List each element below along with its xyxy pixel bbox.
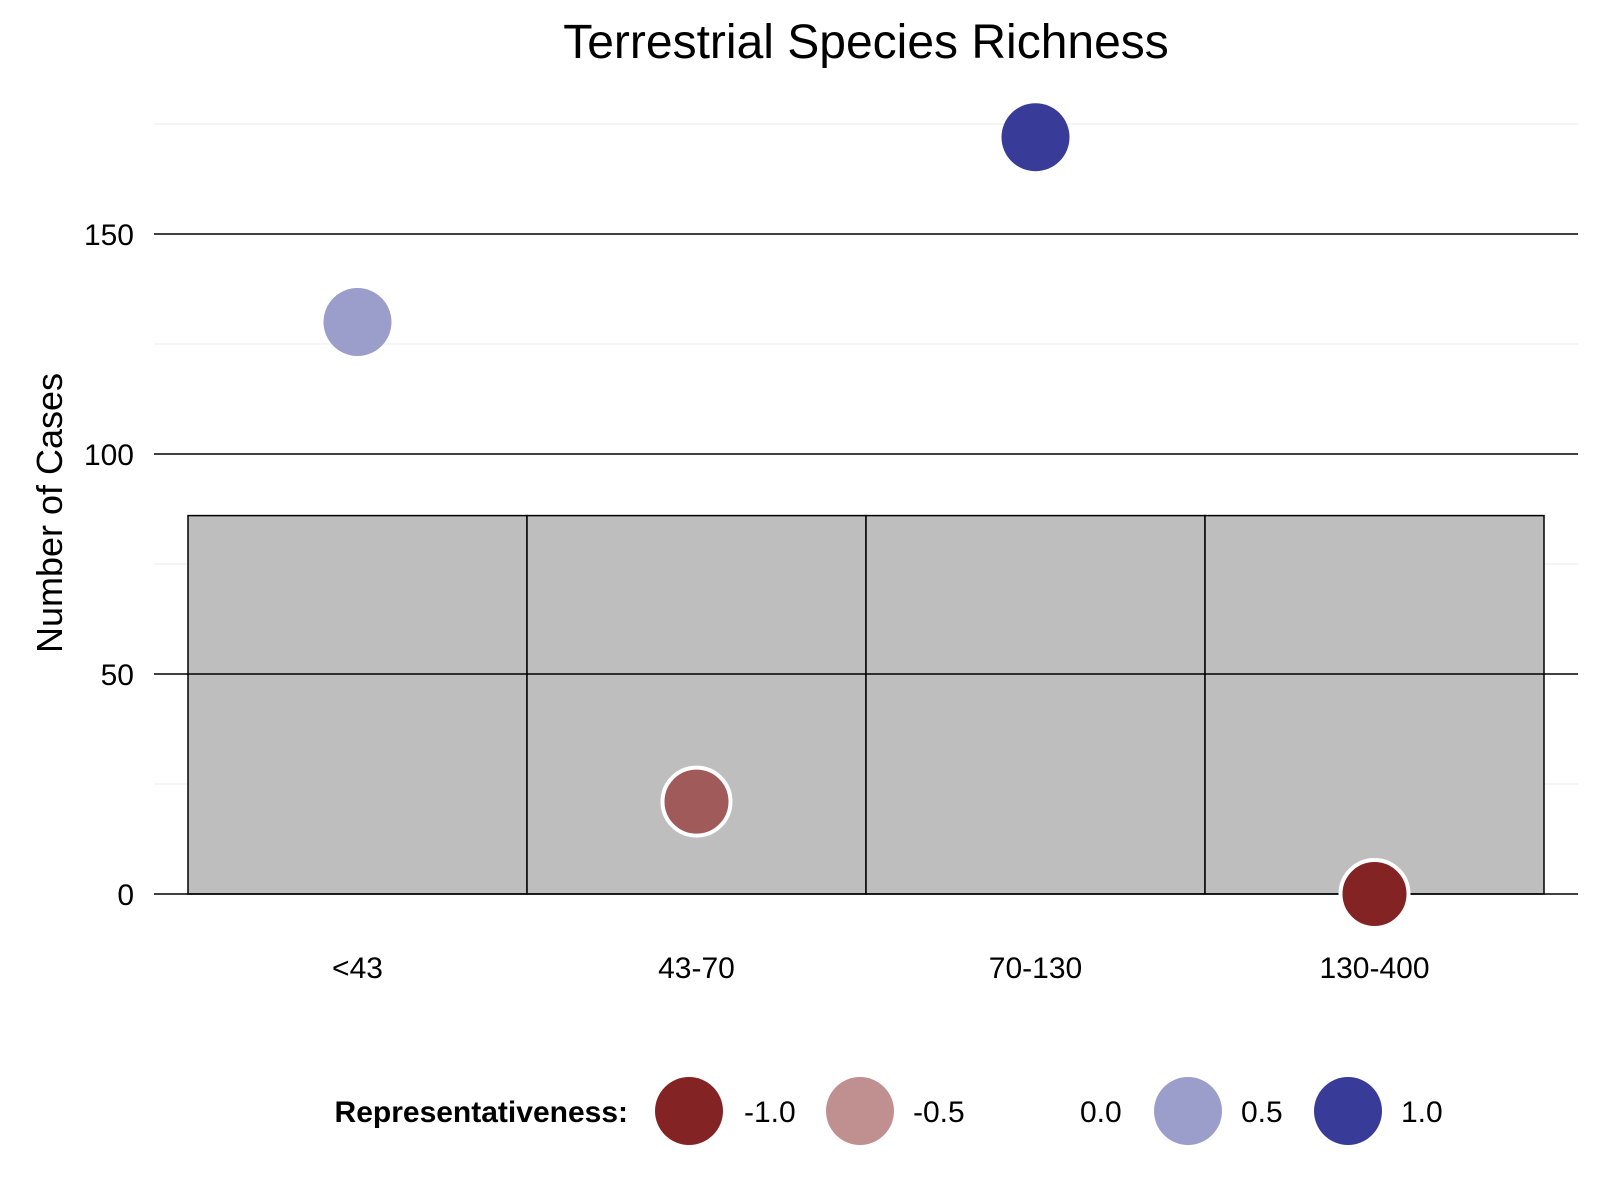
y-axis-title: Number of Cases [29, 373, 70, 653]
y-tick-label: 0 [117, 879, 134, 912]
x-tick-label: 43-70 [658, 952, 735, 985]
data-point [1001, 103, 1070, 172]
y-axis-ticks: 0 50 100 150 [84, 219, 134, 912]
legend-label: -1.0 [744, 1096, 796, 1129]
y-tick-label: 100 [84, 439, 134, 472]
y-tick-label: 50 [101, 659, 134, 692]
legend-label: 0.5 [1241, 1096, 1283, 1129]
legend-key [826, 1077, 894, 1145]
legend: Representativeness: -1.0 -0.5 0.0 0.5 1.0 [335, 1077, 1443, 1145]
legend-key [1314, 1077, 1382, 1145]
legend-key [655, 1077, 723, 1145]
legend-label: 1.0 [1401, 1096, 1443, 1129]
background-bars [187, 514, 1545, 895]
x-tick-label: 130-400 [1319, 952, 1429, 985]
data-point [1338, 858, 1411, 930]
x-tick-label: 70-130 [989, 952, 1082, 985]
background-bar [865, 514, 1206, 895]
background-bar [187, 514, 528, 895]
x-axis-ticks: <43 43-70 70-130 130-400 [332, 952, 1430, 985]
data-points [323, 103, 1411, 930]
background-bar [1204, 514, 1545, 895]
y-tick-label: 150 [84, 219, 134, 252]
legend-title: Representativeness: [335, 1096, 628, 1129]
legend-key [990, 1077, 1058, 1145]
legend-key [1154, 1077, 1222, 1145]
legend-label: -0.5 [913, 1096, 965, 1129]
legend-label: 0.0 [1080, 1096, 1122, 1129]
legend-items: -1.0 -0.5 0.0 0.5 1.0 [655, 1077, 1443, 1145]
chart-title: Terrestrial Species Richness [563, 16, 1169, 69]
x-tick-label: <43 [332, 952, 383, 985]
data-point [660, 765, 733, 838]
data-point [323, 288, 392, 356]
